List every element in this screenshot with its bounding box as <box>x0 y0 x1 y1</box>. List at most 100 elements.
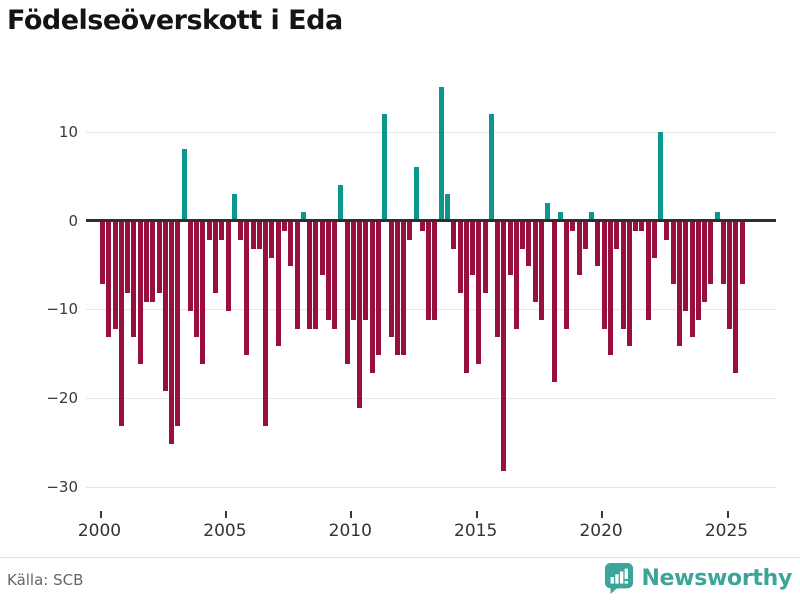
bar-2011-Q2 <box>382 113 388 221</box>
zero-axis-line <box>86 219 776 222</box>
bar-2022-Q3 <box>664 222 670 240</box>
bar-2017-Q3 <box>539 222 545 320</box>
bar-2012-Q4 <box>419 222 425 231</box>
bar-2002-Q2 <box>156 222 162 294</box>
bar-2020-Q2 <box>608 222 613 356</box>
bar-2010-Q3 <box>363 222 369 320</box>
bar-2005-Q2 <box>231 193 237 221</box>
bar-2022-Q1 <box>651 222 657 258</box>
bar-2000-Q3 <box>112 222 118 329</box>
bar-2000-Q2 <box>106 222 112 338</box>
bar-2022-Q2 <box>658 131 664 221</box>
bar-2019-Q3 <box>589 211 595 221</box>
bar-2002-Q3 <box>162 222 168 391</box>
gridline-y--30 <box>86 486 776 488</box>
bar-2009-Q1 <box>325 222 331 320</box>
bar-2005-Q1 <box>225 222 231 311</box>
bar-2024-Q3 <box>714 211 720 221</box>
bar-2022-Q4 <box>670 222 676 285</box>
bar-2018-Q4 <box>570 222 576 231</box>
bar-2011-Q1 <box>376 222 381 356</box>
bar-2017-Q4 <box>545 202 551 221</box>
bar-2012-Q3 <box>413 167 419 221</box>
bar-2013-Q3 <box>438 87 444 221</box>
bar-2014-Q2 <box>457 222 463 294</box>
bar-2016-Q2 <box>507 222 513 276</box>
x-axis-tick-2000 <box>99 511 102 518</box>
bar-2004-Q3 <box>212 222 218 294</box>
bar-2008-Q2 <box>307 222 313 329</box>
bar-2023-Q1 <box>676 222 682 347</box>
bar-2015-Q2 <box>482 222 488 294</box>
bar-2021-Q3 <box>639 222 645 231</box>
bar-2015-Q3 <box>488 113 494 221</box>
bar-2021-Q4 <box>645 222 651 320</box>
x-axis-label-2020: 2020 <box>579 521 623 541</box>
bar-2001-Q3 <box>137 222 143 365</box>
bar-2009-Q4 <box>344 222 350 365</box>
x-axis-tick-2015 <box>475 511 478 518</box>
bar-2006-Q3 <box>263 222 269 427</box>
bar-2012-Q2 <box>407 222 413 240</box>
bar-2017-Q1 <box>526 222 532 267</box>
bar-2025-Q1 <box>727 222 733 329</box>
bar-2024-Q2 <box>708 222 714 285</box>
bar-2012-Q1 <box>401 222 407 356</box>
bar-2019-Q4 <box>595 222 601 267</box>
bar-2007-Q3 <box>288 222 294 267</box>
gridline-y--20 <box>86 398 776 400</box>
bar-2023-Q3 <box>689 222 695 338</box>
bar-2009-Q2 <box>332 222 338 329</box>
x-axis-tick-2025 <box>726 511 729 518</box>
brand-lockup: Newsworthy <box>604 562 792 594</box>
bar-2011-Q4 <box>394 222 400 356</box>
bar-2005-Q4 <box>244 222 250 356</box>
bar-2017-Q2 <box>532 222 538 302</box>
bar-2024-Q1 <box>702 222 708 302</box>
bar-2006-Q1 <box>250 222 256 249</box>
bar-2016-Q4 <box>520 222 526 249</box>
bar-2015-Q1 <box>476 222 482 365</box>
bar-2002-Q1 <box>150 222 156 302</box>
bar-2007-Q2 <box>281 222 287 231</box>
bar-2021-Q1 <box>626 222 632 347</box>
y-axis-label--10: −10 <box>46 300 78 319</box>
bar-2025-Q2 <box>733 222 739 373</box>
bar-2007-Q4 <box>294 222 300 329</box>
x-axis-label-2015: 2015 <box>454 521 498 541</box>
bar-2004-Q4 <box>219 222 225 240</box>
bar-2024-Q4 <box>720 222 726 285</box>
bar-2023-Q2 <box>683 222 689 311</box>
x-axis-label-2010: 2010 <box>328 521 372 541</box>
bar-2019-Q1 <box>576 222 582 276</box>
bar-2004-Q2 <box>206 222 212 240</box>
bar-2019-Q2 <box>582 222 588 249</box>
bar-2007-Q1 <box>275 222 281 347</box>
gridline-y-10 <box>86 131 776 133</box>
bar-2006-Q4 <box>269 222 275 258</box>
bar-2008-Q4 <box>319 222 325 276</box>
bar-2018-Q3 <box>564 222 570 329</box>
y-axis-label-10: 10 <box>58 122 78 141</box>
bar-2005-Q3 <box>238 222 244 240</box>
bar-2003-Q2 <box>181 149 187 221</box>
x-axis-tick-2020 <box>601 511 604 518</box>
bar-2001-Q2 <box>131 222 137 338</box>
bar-2013-Q2 <box>432 222 438 320</box>
newsworthy-logo-icon <box>605 563 634 594</box>
bar-2008-Q3 <box>313 222 319 329</box>
bar-2014-Q4 <box>470 222 476 276</box>
bar-2011-Q3 <box>388 222 394 338</box>
bar-2020-Q1 <box>601 222 607 329</box>
bar-2018-Q2 <box>557 211 563 221</box>
bar-2004-Q1 <box>200 222 206 365</box>
bar-2025-Q3 <box>739 222 745 285</box>
bar-2023-Q4 <box>695 222 701 320</box>
bar-2010-Q4 <box>369 222 375 373</box>
bar-2010-Q2 <box>357 222 363 409</box>
bar-2014-Q3 <box>463 222 469 373</box>
bar-2015-Q4 <box>495 222 501 338</box>
bar-2016-Q3 <box>513 222 519 329</box>
bar-2009-Q3 <box>338 184 344 221</box>
